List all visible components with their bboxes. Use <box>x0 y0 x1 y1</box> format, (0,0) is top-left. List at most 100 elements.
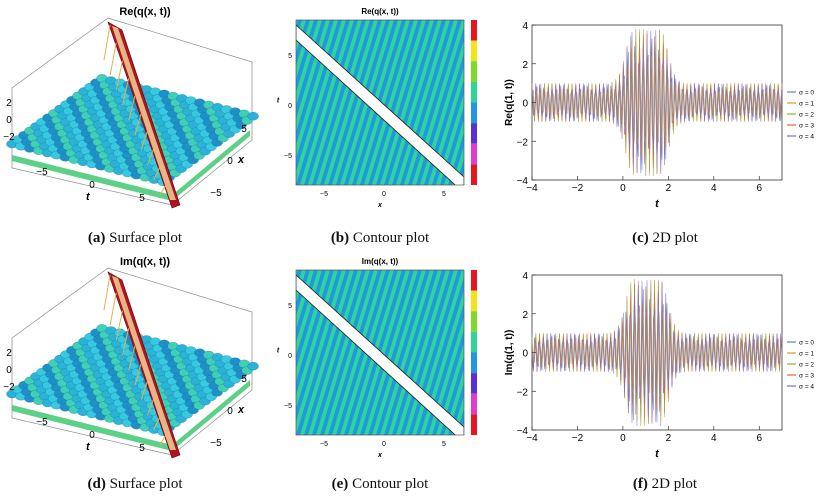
contour-stripe <box>376 270 430 435</box>
x-tick-label: 4 <box>711 433 717 444</box>
soliton-stripe <box>140 131 148 151</box>
contour-stripe <box>304 270 358 435</box>
y-tick-label: −2 <box>517 137 529 148</box>
colorbar-swatch <box>471 414 477 435</box>
x-tick: 0 <box>227 156 233 167</box>
soliton-stripe <box>146 149 154 166</box>
contour-title: Im(q(x, t)) <box>362 257 399 266</box>
colorbar-swatch <box>471 20 477 41</box>
x-tick-label: −2 <box>572 183 584 194</box>
x-tick-label: 2 <box>666 183 672 194</box>
contour-stripe <box>328 20 382 185</box>
contour-stripe <box>464 20 495 185</box>
y-label: t <box>277 348 280 355</box>
contour-stripe <box>296 20 318 93</box>
legend-label: σ = 0 <box>799 90 814 97</box>
x-tick-label: 6 <box>756 183 762 194</box>
soliton-stripe <box>159 434 167 446</box>
contour-stripe <box>488 20 495 185</box>
x-tick: −5 <box>210 188 222 199</box>
colorbar-swatch <box>471 164 477 185</box>
legend-label: σ = 2 <box>799 112 814 119</box>
y-tick-label: −4 <box>517 176 529 187</box>
z-tick: 2 <box>6 98 12 109</box>
y-label: Re(q(1, t)) <box>504 79 515 126</box>
y-tick-label: 4 <box>522 271 528 282</box>
caption-c: (c) 2D plot <box>632 230 698 246</box>
t-tick: −5 <box>36 417 48 428</box>
contour-stripe <box>312 20 366 185</box>
caption-b: (b) Contour plot <box>330 230 430 246</box>
t-tick: 0 <box>89 180 95 191</box>
soliton-stripe <box>159 184 167 196</box>
legend-label: σ = 0 <box>799 340 814 347</box>
contour-stripe <box>360 20 414 185</box>
y-label: Im(q(1, t)) <box>504 330 515 376</box>
x-label: x <box>237 404 245 416</box>
soliton-stripe <box>115 310 123 341</box>
contour-stripe <box>416 26 464 185</box>
surface-bump <box>247 362 259 371</box>
contour-stripe <box>320 270 374 435</box>
x-tick: 0 <box>227 406 233 417</box>
x-tick: −5 <box>320 441 328 448</box>
colorbar-swatch <box>471 290 477 312</box>
surface-body <box>6 267 259 459</box>
contour-frame <box>295 19 465 186</box>
legend-label: σ = 3 <box>799 373 814 380</box>
colorbar-swatch <box>471 40 477 62</box>
x-label: t <box>655 198 660 210</box>
contour-stripe <box>312 270 366 435</box>
soliton-stripe <box>122 78 130 106</box>
x-label: t <box>655 448 660 460</box>
soliton-highlight <box>112 276 176 450</box>
soliton-stripe <box>153 167 161 181</box>
x-label: x <box>377 452 383 459</box>
soliton-stripe <box>153 417 161 431</box>
surface-box <box>11 267 253 456</box>
caption-d: (d) Surface plot <box>87 476 183 492</box>
soliton-stripe <box>128 346 136 371</box>
z-tick: −2 <box>3 132 15 143</box>
soliton-stripe <box>103 274 111 311</box>
caption-f: (f) 2D plot <box>632 476 698 492</box>
x-tick-label: −4 <box>526 183 538 194</box>
caption-a: (a) Surface plot <box>87 230 183 246</box>
contour-stripe <box>296 270 326 369</box>
contour-stripe <box>488 270 495 435</box>
y-tick: 0 <box>288 103 292 110</box>
contour-stripe <box>480 20 495 185</box>
x-tick: 0 <box>382 441 386 448</box>
x-tick-label: −4 <box>526 433 538 444</box>
x-tick-label: −2 <box>572 433 584 444</box>
surface-bump <box>247 112 259 121</box>
soliton-stripe <box>128 96 136 121</box>
y-tick: 5 <box>288 303 292 310</box>
x-tick-label: 4 <box>711 183 717 194</box>
soliton-stripe <box>122 328 130 356</box>
x-tick-label: 0 <box>620 433 626 444</box>
t-label: t <box>86 191 91 203</box>
line-plot-re: −4 −2 0 2 4 6 t 4 2 0 −2 −4 Re(q(1, t)) σ = 0 σ = 1 σ =… <box>504 21 814 210</box>
colorbar-swatch <box>471 373 477 394</box>
y-tick-label: 4 <box>522 21 528 32</box>
contour-stripe <box>384 20 438 185</box>
y-label: t <box>277 98 280 105</box>
legend-label: σ = 1 <box>799 351 814 358</box>
colorbar-swatch <box>471 352 477 374</box>
soliton-stripe <box>146 399 154 416</box>
series-line <box>531 280 783 424</box>
contour-frame <box>295 269 465 436</box>
y-tick-label: 0 <box>522 99 528 110</box>
contour-stripe <box>360 270 414 435</box>
y-tick: 0 <box>288 353 292 360</box>
contour-stripe <box>376 20 430 185</box>
surface-base <box>12 130 250 201</box>
contour-stripe <box>304 20 358 185</box>
line-plot-im: −4 −2 0 2 4 6 t 4 2 0 −2 −4 Im(q(1, t)) σ = 0 σ = 1 σ =… <box>504 271 814 460</box>
x-tick: 0 <box>382 191 386 198</box>
colorbar-swatch <box>471 143 477 165</box>
colorbar-swatch <box>471 331 477 353</box>
surface-base <box>12 380 250 451</box>
x-tick-label: 6 <box>756 433 762 444</box>
